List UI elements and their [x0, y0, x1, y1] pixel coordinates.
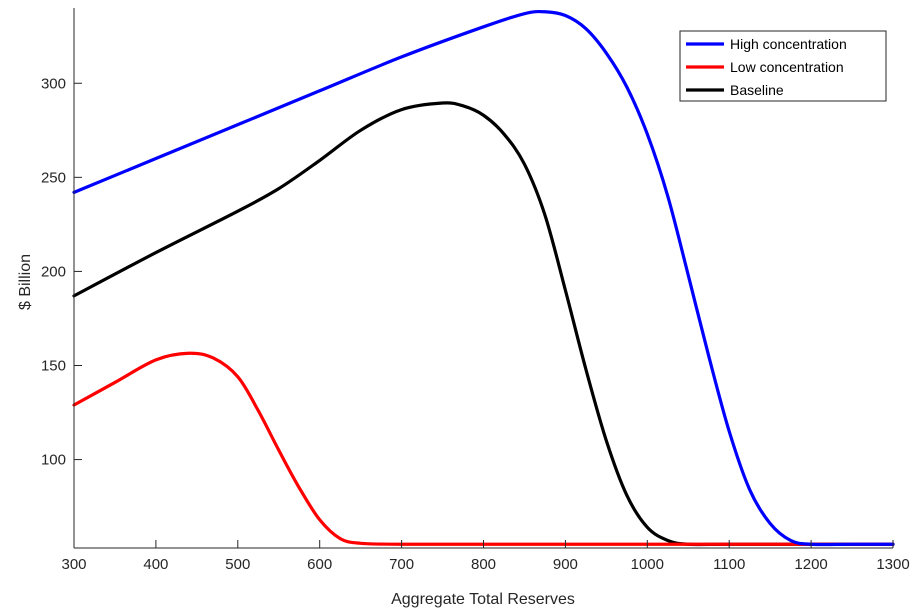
legend-label-baseline: Baseline [730, 82, 784, 98]
series-line-baseline [72, 101, 895, 547]
legend-label-low-concentration: Low concentration [730, 59, 844, 75]
x-axis-label: Aggregate Total Reserves [391, 591, 575, 608]
x-tick-label: 1000 [631, 556, 664, 573]
axes: 300 400 500 600 700 800 900 1000 1100 1200 1300 100… [41, 8, 910, 573]
x-tick-label: 700 [389, 556, 414, 573]
series-layer [72, 9, 895, 547]
legend: High concentration Low concentration Basel… [679, 30, 887, 102]
x-tick-label: 1200 [794, 556, 827, 573]
x-tick-label: 400 [143, 556, 168, 573]
y-axis-label: $ Billion [17, 254, 34, 310]
x-tick-label: 600 [307, 556, 332, 573]
y-tick-label: 200 [41, 263, 66, 280]
x-tick-label: 1300 [876, 556, 909, 573]
y-tick-label: 100 [41, 452, 66, 469]
x-tick-label: 800 [471, 556, 496, 573]
y-tick-label: 250 [41, 169, 66, 186]
legend-label-high-concentration: High concentration [730, 36, 847, 52]
x-tick-label: 500 [225, 556, 250, 573]
x-tick-label: 300 [61, 556, 86, 573]
x-tick-label: 1100 [713, 556, 745, 573]
y-tick-label: 300 [41, 75, 66, 92]
x-tick-label: 900 [553, 556, 578, 573]
series-line-low-concentration [72, 351, 895, 546]
series-line-high-concentration [72, 9, 895, 547]
y-tick-label: 150 [41, 357, 66, 374]
